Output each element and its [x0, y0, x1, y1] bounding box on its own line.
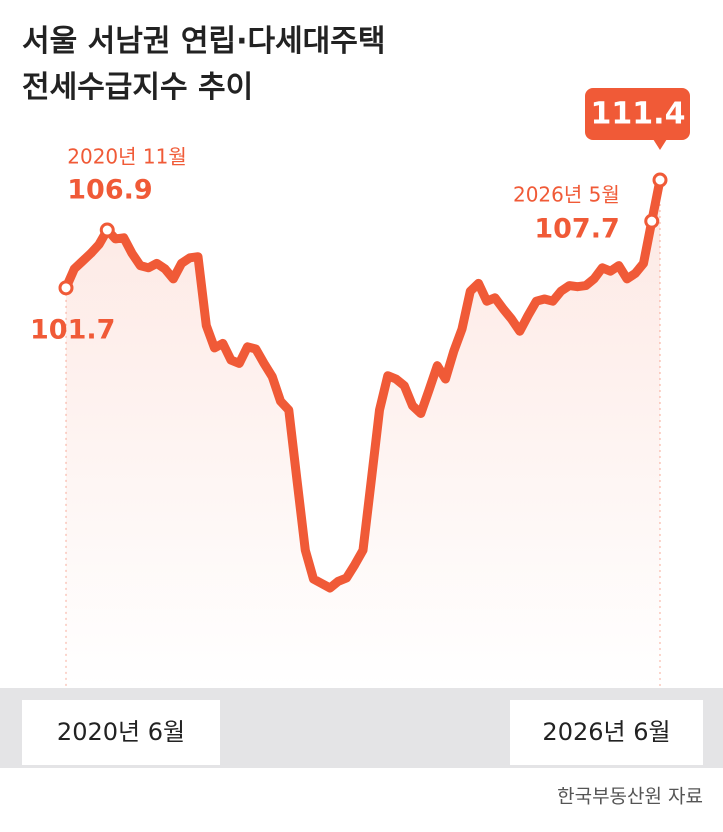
- value-label: 111.4: [591, 97, 686, 132]
- x-label-box: [22, 700, 220, 765]
- source: 한국부동산원 자료: [557, 786, 703, 808]
- value-label: 101.7: [30, 314, 115, 345]
- annotation-date: 2020년 11월: [67, 145, 187, 169]
- point: [99, 222, 115, 238]
- value-box: [585, 88, 690, 140]
- point: [58, 280, 74, 296]
- value-box-pointer: [653, 139, 667, 150]
- line: [61, 175, 665, 593]
- x-tick-label: 2020년 6월: [57, 718, 185, 746]
- area: [66, 180, 660, 688]
- point: [644, 213, 660, 229]
- x-label-box: [510, 700, 703, 765]
- value-label: 106.9: [67, 175, 152, 206]
- point: [652, 172, 668, 188]
- chart-title: 서울 서남권 연립·다세대주택 전세수급지수 추이: [22, 24, 386, 105]
- value-label: 107.7: [534, 214, 619, 245]
- annotation-date: 2026년 5월: [513, 183, 620, 207]
- x-tick-label: 2026년 6월: [542, 718, 670, 746]
